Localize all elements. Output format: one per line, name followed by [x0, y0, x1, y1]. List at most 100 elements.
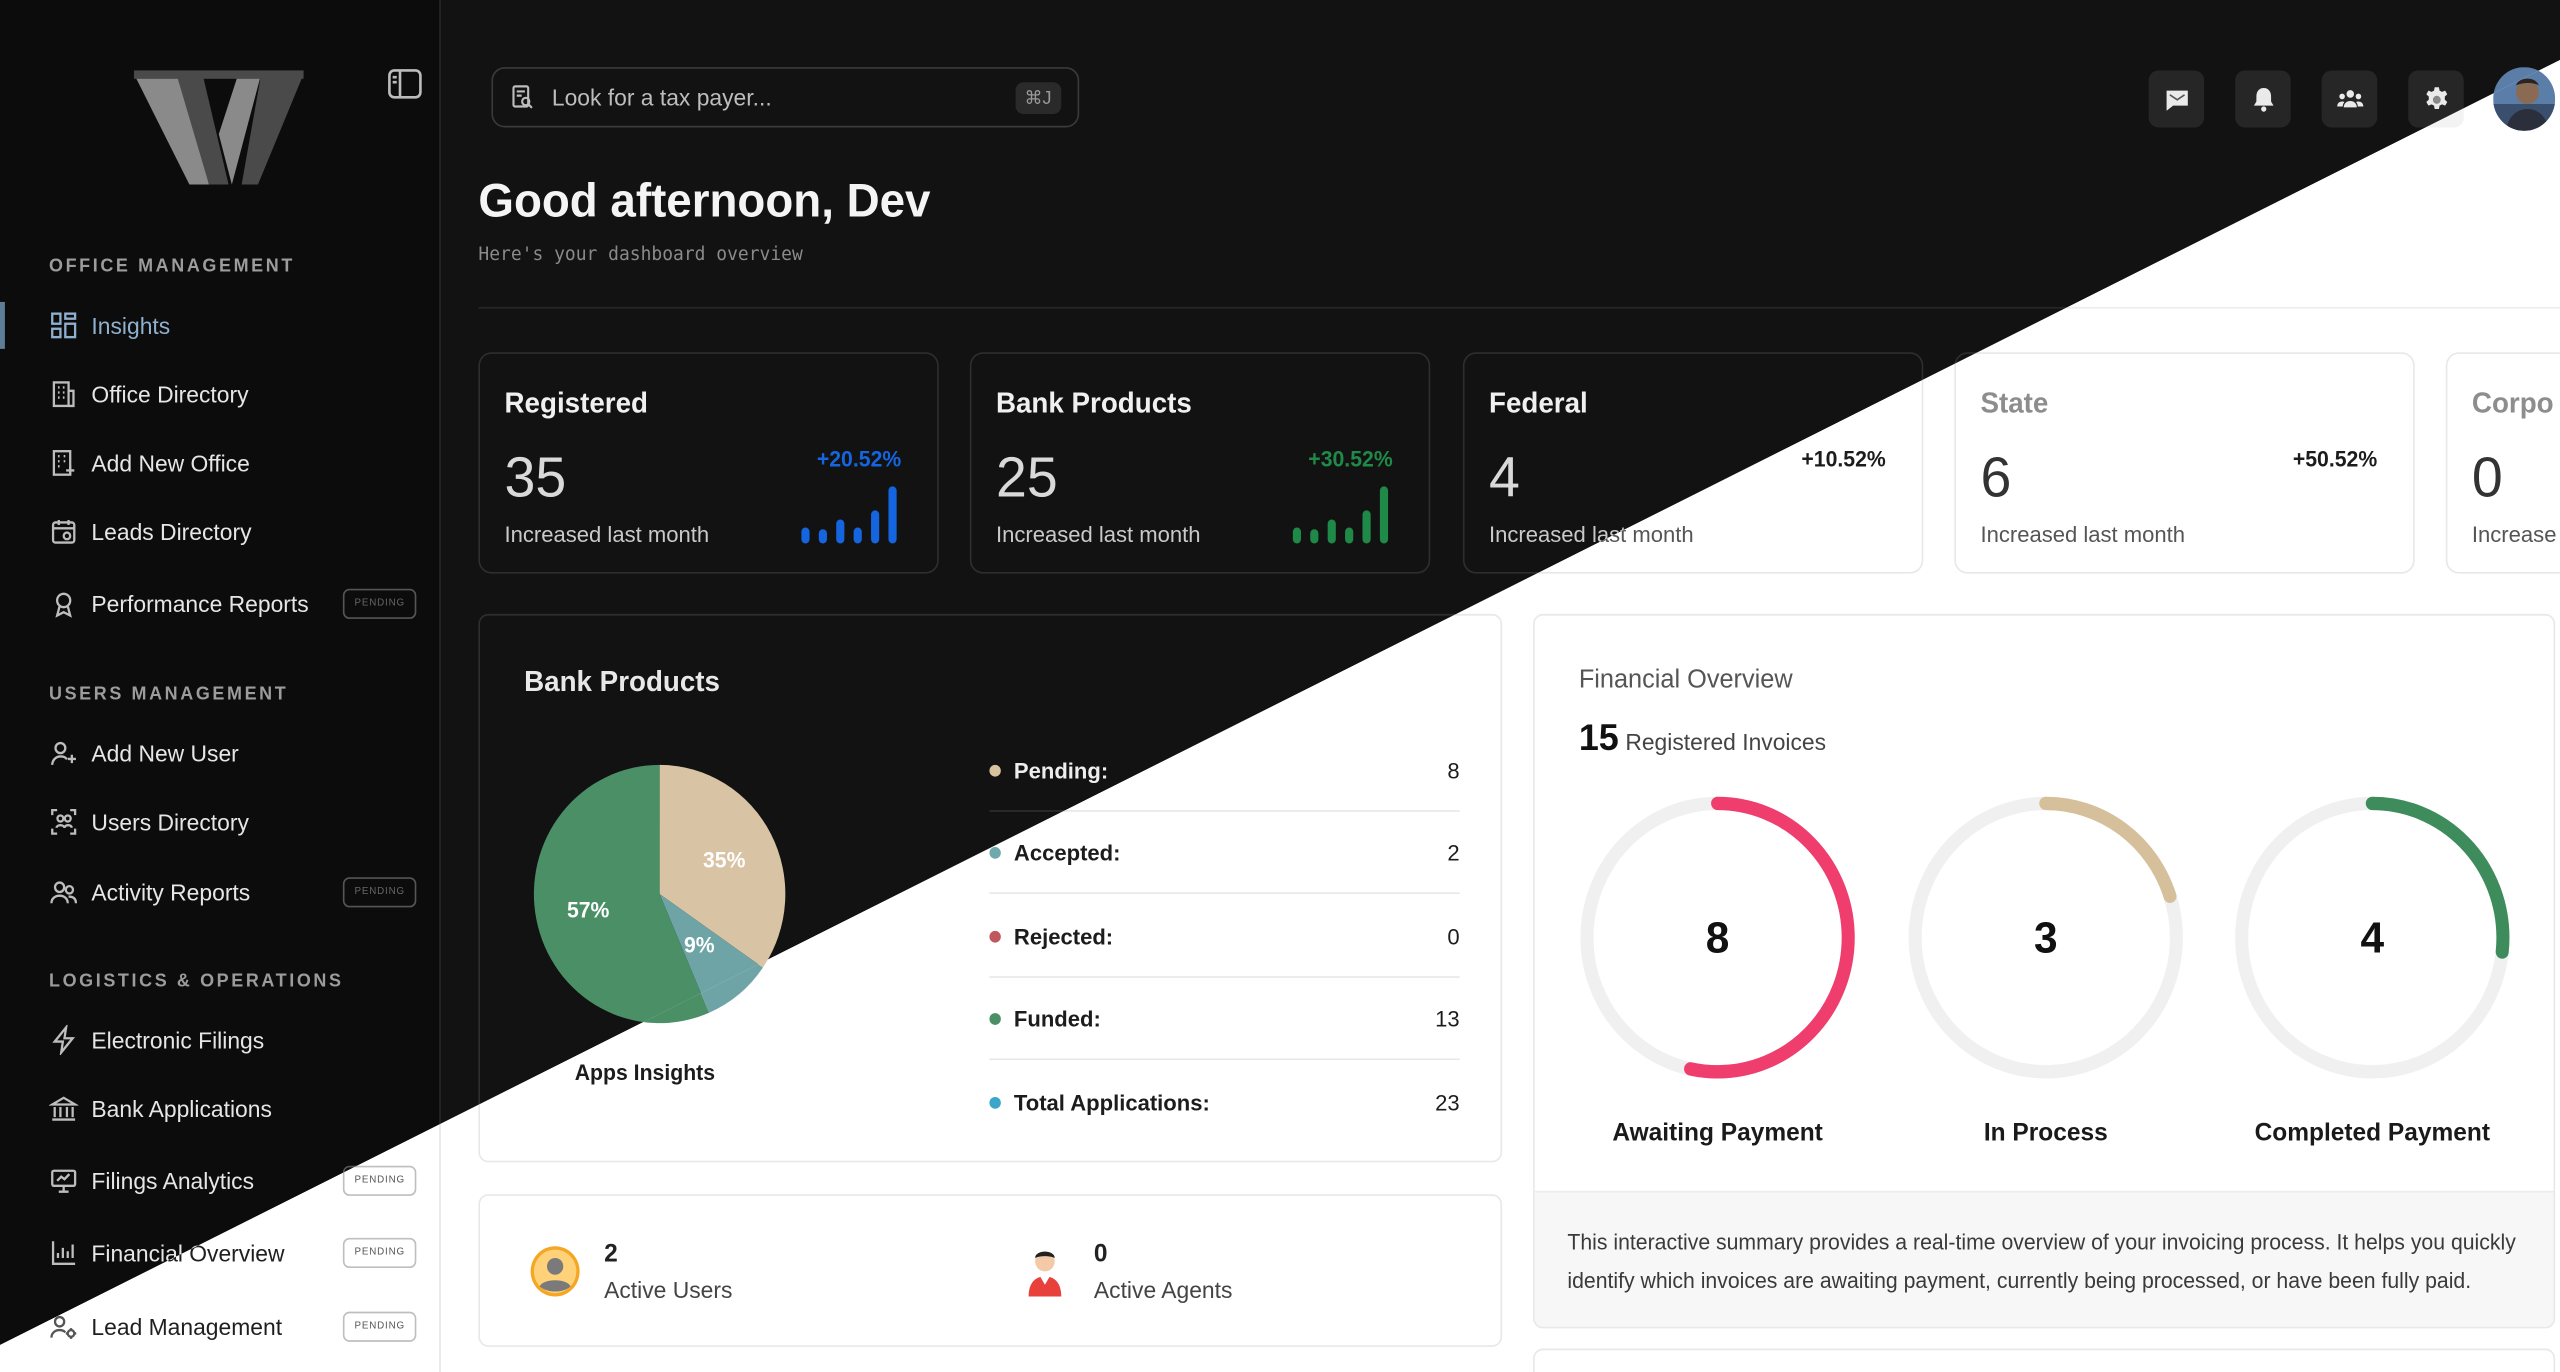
sidebar-toggle-icon[interactable] — [387, 67, 423, 101]
invoice-count-label: Registered Invoices — [1625, 727, 1827, 755]
search-input[interactable]: Look for a tax payer... ⌘J — [491, 67, 1080, 128]
sidebar-item-performance-reports[interactable]: Performance Reports PENDING — [49, 580, 417, 627]
active-nav-indicator — [0, 301, 5, 349]
ring-progress — [1908, 796, 2183, 1079]
spark-bar — [836, 519, 845, 544]
stat-change: +30.52% — [1308, 446, 1393, 472]
stat-value: 4 — [1489, 446, 1520, 510]
spark-bar — [1292, 527, 1301, 544]
pie-slice-funded — [533, 764, 710, 1024]
stat-card-registered[interactable]: Registered 35 Increased last month +20.5… — [478, 352, 939, 574]
pie-caption: Apps Insights — [574, 1060, 716, 1086]
sidebar-item-label: Filings Analytics — [91, 1167, 255, 1195]
ring-completed-payment[interactable]: 4 — [2232, 793, 2513, 1081]
ring-progress — [1580, 796, 1855, 1079]
status-row-total: Total Applications: 23 — [989, 1062, 1460, 1144]
sidebar-item-label: Performance Reports — [91, 590, 309, 618]
spark-bar — [801, 527, 810, 544]
sidebar-item-label: Electronic Filings — [91, 1026, 265, 1054]
sidebar-item-label: Add New Office — [91, 449, 250, 477]
sidebar-item-electronic-filings[interactable]: Electronic Filings — [49, 1016, 416, 1063]
sidebar-item-leads-directory[interactable]: Leads Directory — [49, 508, 416, 555]
sidebar-item-add-new-office[interactable]: Add New Office — [49, 439, 416, 486]
spark-bar — [1327, 519, 1336, 544]
stat-card-bank-products[interactable]: Bank Products 25 Increased last month +3… — [969, 352, 1431, 574]
bank-products-pie-chart: 35%9%0%57% — [532, 763, 787, 1025]
users-icon — [50, 881, 78, 904]
sidebar-item-label: Office Directory — [91, 380, 249, 408]
bank-icon — [48, 1096, 79, 1121]
sidebar-item-label: Activity Reports — [91, 878, 251, 906]
stat-subtitle: Increase — [2471, 521, 2557, 547]
stat-card-corporate[interactable]: Corpo 0 Increase — [2445, 352, 2560, 574]
stat-value: 0 — [2471, 446, 2503, 510]
spark-bar — [1362, 510, 1371, 544]
status-value: 8 — [1447, 757, 1460, 783]
ring-value: 8 — [1705, 911, 1730, 962]
notifications-button[interactable] — [2235, 70, 2291, 128]
sidebar-item-bank-applications[interactable]: Bank Applications — [48, 1085, 416, 1132]
sidebar-item-add-new-user[interactable]: Add New User — [49, 730, 416, 777]
sidebar-item-users-directory[interactable]: Users Directory — [49, 798, 416, 845]
stat-sparkbars — [801, 486, 897, 544]
section-title-users: USERS MANAGEMENT — [48, 684, 289, 705]
gear-icon — [2425, 86, 2447, 109]
status-label: Total Applications: — [1013, 1090, 1210, 1116]
status-dot — [989, 930, 1001, 942]
financial-description: This interactive summary provides a real… — [1534, 1190, 2554, 1327]
status-value: 23 — [1435, 1090, 1460, 1116]
spark-bar — [871, 510, 880, 544]
brand-logo[interactable] — [133, 67, 304, 191]
stat-change: +10.52% — [1801, 446, 1886, 472]
status-dot — [989, 764, 1001, 776]
pie-label: 57% — [567, 898, 609, 922]
pie-label: 9% — [684, 933, 715, 957]
status-label: Rejected: — [1013, 923, 1114, 949]
grid-icon — [51, 312, 77, 339]
bell-icon — [2253, 87, 2273, 111]
stat-sparkbars — [2273, 485, 2377, 545]
agent-icon — [1028, 1251, 1062, 1297]
building-plus-icon — [52, 450, 75, 476]
sidebar-item-office-directory[interactable]: Office Directory — [49, 371, 416, 418]
status-dot — [989, 846, 1001, 858]
ring-awaiting-payment[interactable]: 8 — [1577, 793, 1858, 1081]
stat-change: +50.52% — [2292, 446, 2378, 472]
active-users-value: 2 — [604, 1239, 618, 1269]
stat-title: Bank Products — [995, 387, 1192, 420]
bolt-icon — [52, 1024, 76, 1056]
ring-label: Awaiting Payment — [1612, 1118, 1823, 1148]
team-button[interactable] — [2321, 70, 2378, 128]
stat-value: 25 — [995, 446, 1058, 510]
ring-label: Completed Payment — [2254, 1118, 2491, 1148]
search-placeholder: Look for a tax payer... — [551, 83, 772, 111]
status-label: Pending: — [1013, 757, 1109, 783]
stat-subtitle: Increased last month — [1980, 521, 2186, 547]
stat-subtitle: Increased last month — [995, 521, 1201, 547]
stat-change: +20.52% — [816, 446, 902, 472]
invoice-count: 15 — [1578, 716, 1619, 759]
status-dot — [989, 1012, 1001, 1024]
ring-in-process[interactable]: 3 — [1905, 793, 2186, 1081]
status-row-rejected: Rejected: 0 — [989, 896, 1460, 978]
sidebar-item-insights[interactable]: Insights — [49, 302, 416, 349]
active-users-panel: 2 Active Users 0 Active Agents — [478, 1194, 1503, 1347]
stat-sparkbars — [1292, 486, 1389, 544]
stat-title: Federal — [1489, 387, 1588, 420]
pending-badge: PENDING — [343, 1165, 417, 1196]
pie-slice-pending — [659, 764, 786, 968]
mail-icon — [2165, 89, 2188, 110]
users-scan-icon — [51, 808, 77, 835]
pie-label: 35% — [703, 848, 745, 872]
messages-button[interactable] — [2148, 70, 2205, 128]
sidebar-item-activity-reports[interactable]: Activity Reports PENDING — [49, 869, 417, 916]
stat-card-state[interactable]: State 6 Increased last month +50.52% — [1954, 352, 2415, 574]
ring-progress — [2235, 796, 2510, 1079]
stat-title: Corpo — [2471, 387, 2554, 420]
sidebar-item-lead-management[interactable]: Lead Management PENDING — [49, 1303, 417, 1350]
panel-title: Financial Overview — [1578, 665, 1793, 695]
pending-badge: PENDING — [343, 588, 417, 619]
page-subtitle: Here's your dashboard overview — [478, 243, 803, 266]
